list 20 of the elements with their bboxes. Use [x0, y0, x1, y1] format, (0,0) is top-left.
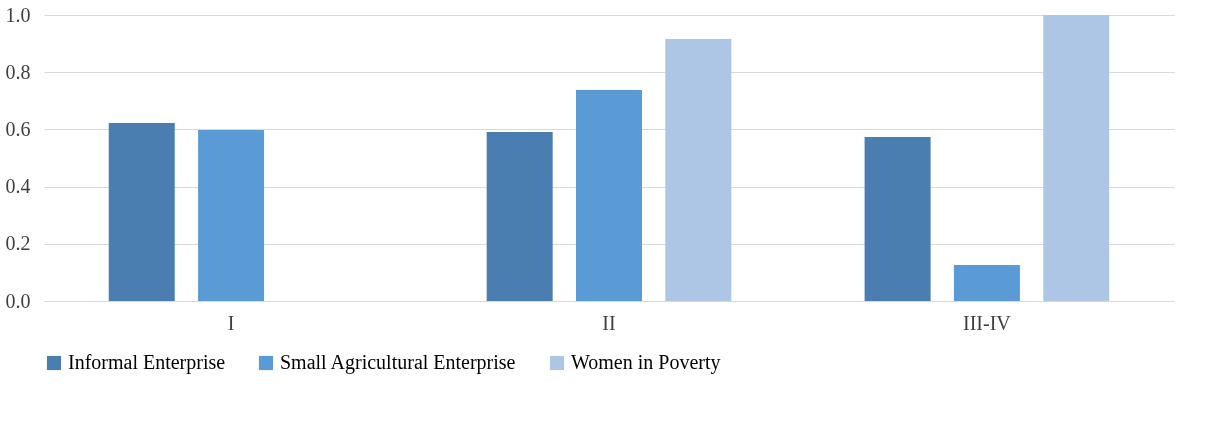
y-tick-label: 0.0 [5, 289, 31, 312]
y-tick-label: 1.0 [5, 3, 31, 26]
bar [576, 89, 642, 301]
bar [953, 264, 1020, 301]
y-tick-label: 0.4 [5, 175, 31, 198]
bar [486, 131, 553, 301]
y-tick-label: 0.2 [5, 232, 31, 255]
x-tick-label: I [227, 311, 235, 334]
bar [108, 123, 175, 301]
x-tick-label: III-IV [963, 311, 1012, 334]
x-tick-label: II [602, 311, 616, 334]
bar [1043, 15, 1110, 301]
legend-label: Informal Enterprise [68, 351, 226, 374]
bar [665, 39, 732, 301]
legend-label: Small Agricultural Enterprise [280, 351, 516, 374]
bar [864, 137, 931, 301]
y-tick-label: 0.6 [5, 117, 31, 140]
legend-label: Women in Poverty [571, 351, 721, 374]
y-tick-label: 0.8 [5, 60, 31, 83]
bar [198, 129, 265, 301]
